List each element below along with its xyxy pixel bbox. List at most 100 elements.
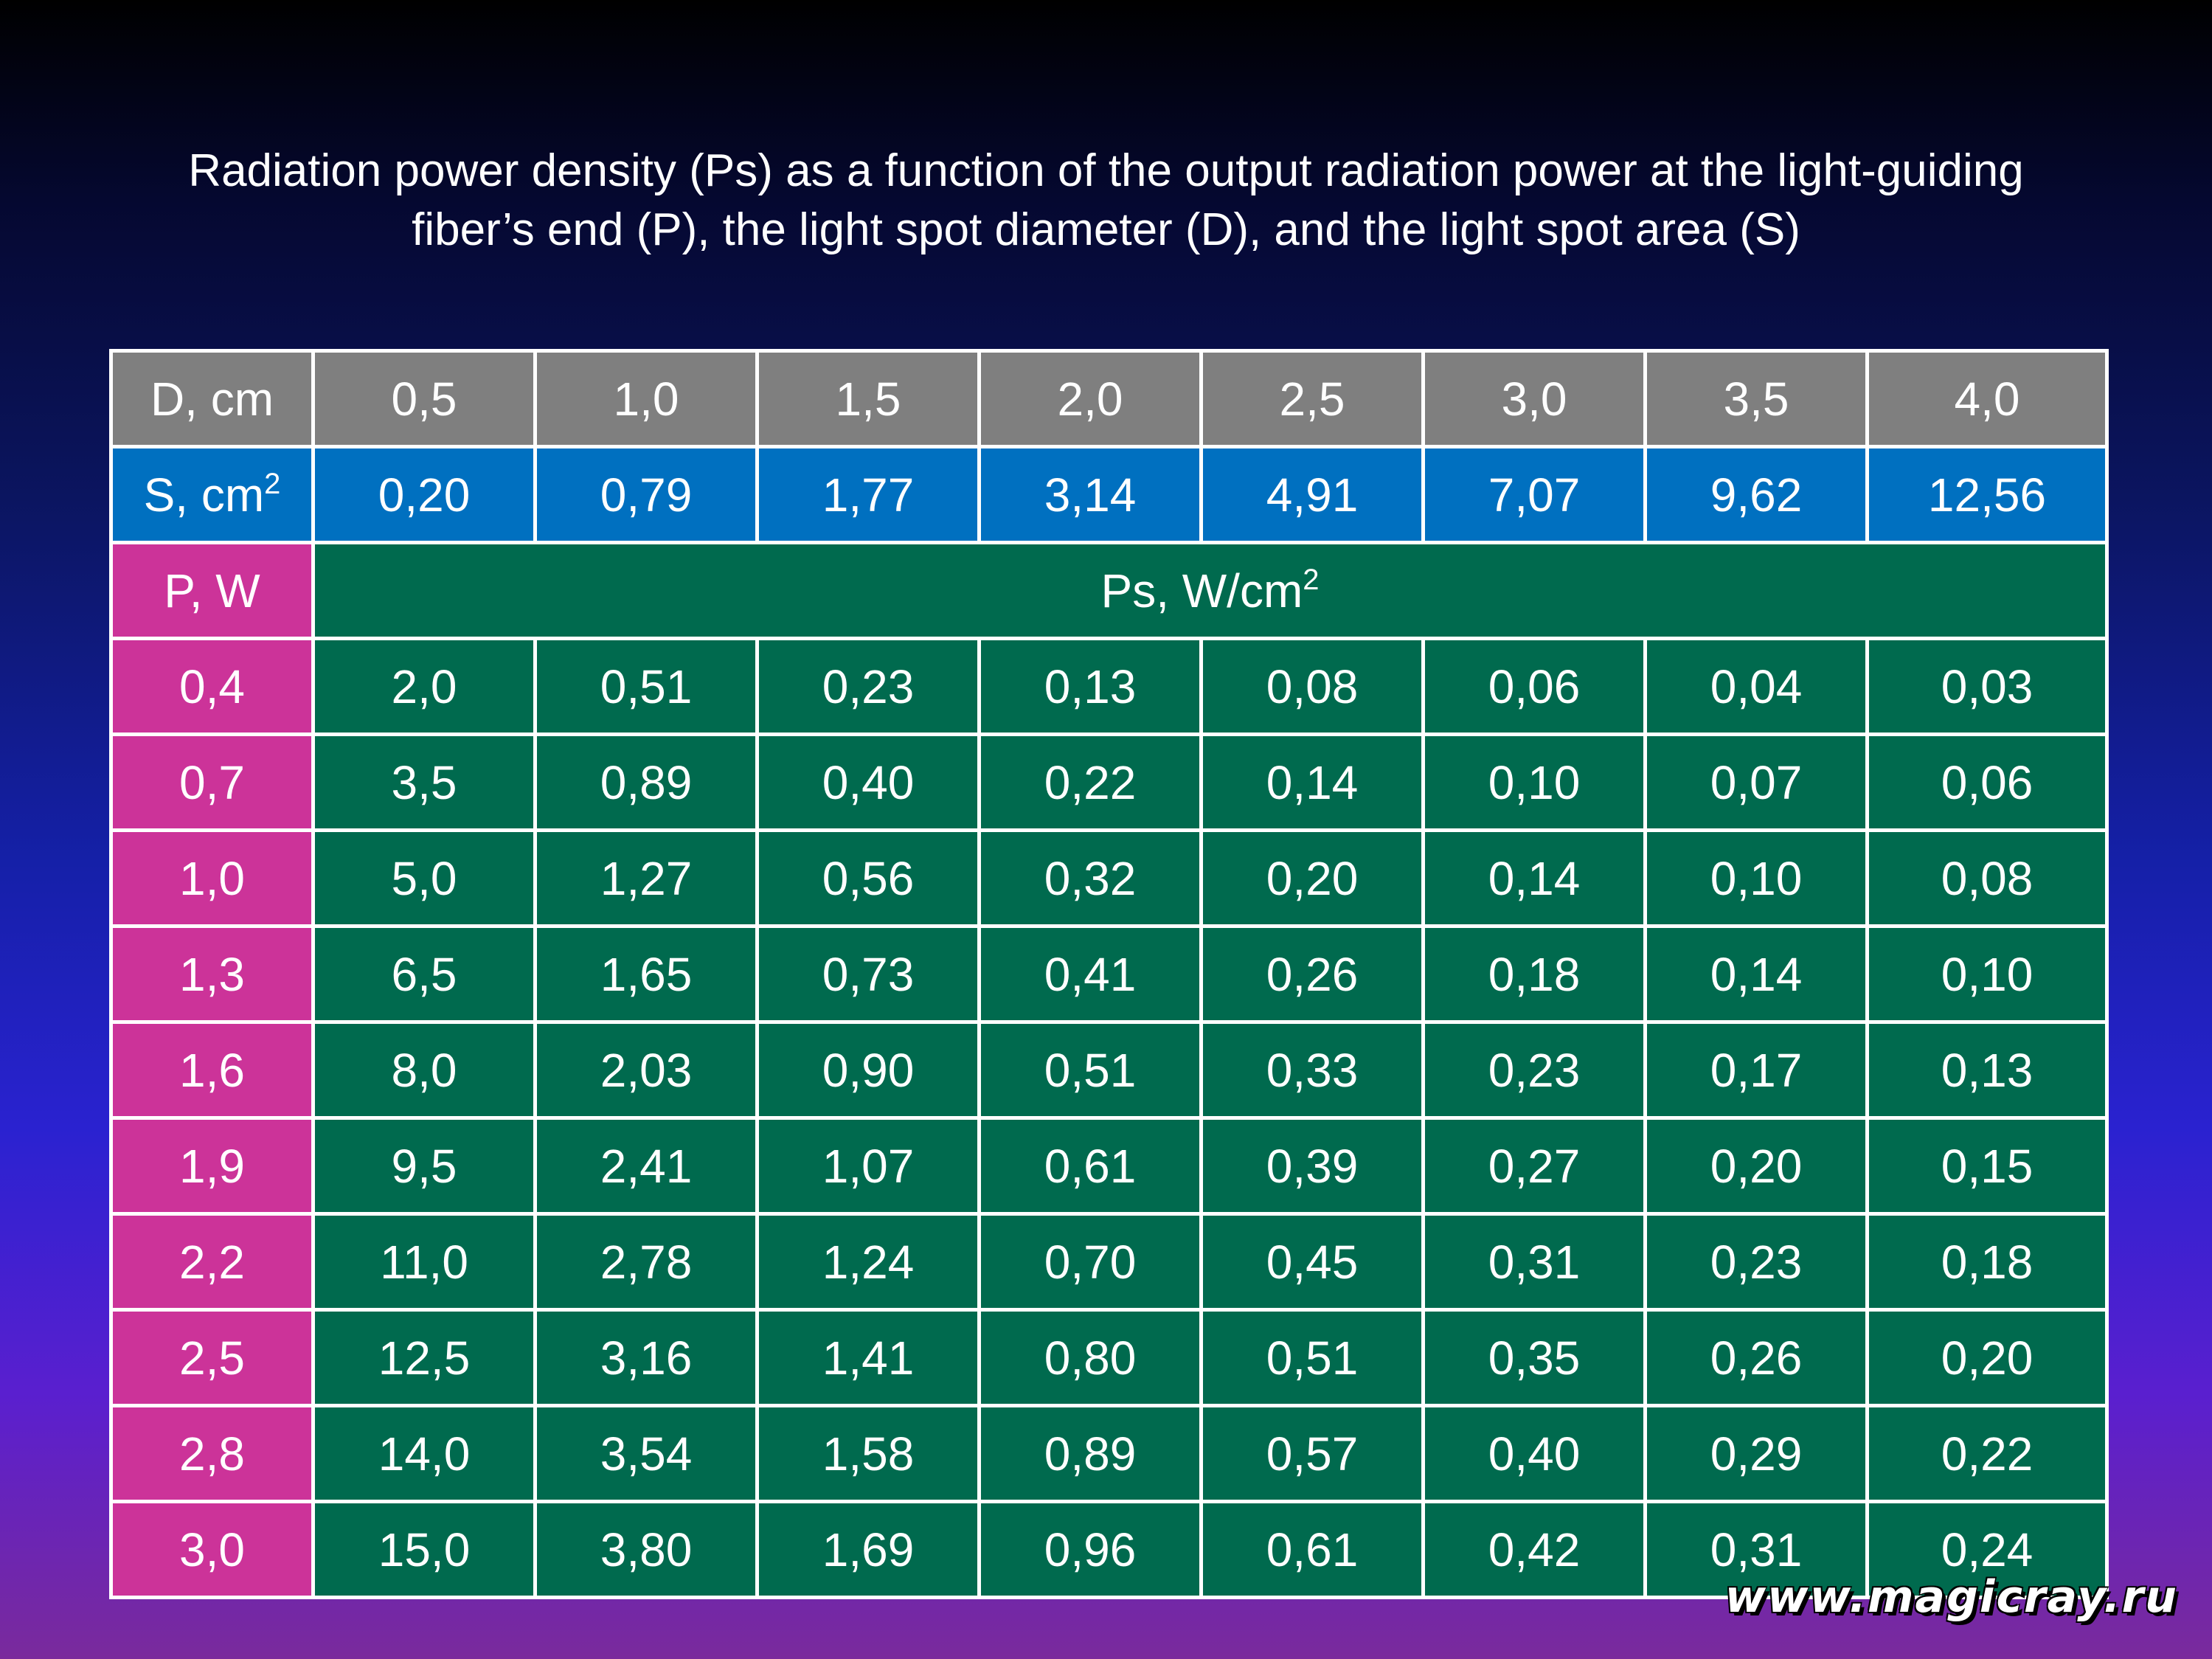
density-value: 0,27 [1421,1116,1647,1216]
density-value: 1,07 [755,1116,981,1216]
density-value: 0,51 [1199,1308,1425,1407]
density-value: 0,35 [1421,1308,1647,1407]
unit-row: P, W Ps, W/cm2 [109,541,2109,640]
density-value: 0,08 [1865,828,2109,928]
density-value: 0,15 [1865,1116,2109,1216]
density-value: 15,0 [311,1500,537,1599]
density-value: 0,20 [1199,828,1425,928]
density-value: 0,06 [1865,732,2109,832]
table-row: 1,6 8,0 2,03 0,90 0,51 0,33 0,23 0,17 0,13 [109,1020,2109,1120]
density-value: 0,20 [1865,1308,2109,1407]
density-value: 1,69 [755,1500,981,1599]
power-value: 0,4 [109,637,315,736]
density-value: 1,24 [755,1212,981,1312]
diameter-value: 0,5 [311,349,537,448]
density-value: 0,13 [1865,1020,2109,1120]
density-value: 0,89 [977,1404,1203,1503]
diameter-value: 1,5 [755,349,981,448]
density-value: 0,70 [977,1212,1203,1312]
power-value: 1,6 [109,1020,315,1120]
density-value: 0,10 [1643,828,1869,928]
density-value: 2,0 [311,637,537,736]
power-density-table: D, cm 0,5 1,0 1,5 2,0 2,5 3,0 3,5 4,0 S,… [109,349,2109,1599]
density-value: 5,0 [311,828,537,928]
diameter-value: 2,5 [1199,349,1425,448]
density-value: 0,73 [755,924,981,1024]
density-value: 0,14 [1199,732,1425,832]
density-value: 0,24 [1865,1500,2109,1599]
density-value: 2,41 [533,1116,759,1216]
density-value: 3,54 [533,1404,759,1503]
density-value: 0,57 [1199,1404,1425,1503]
density-value: 1,41 [755,1308,981,1407]
area-label: S, cm2 [109,445,315,544]
density-value: 0,90 [755,1020,981,1120]
power-value: 3,0 [109,1500,315,1599]
area-value: 3,14 [977,445,1203,544]
area-value: 1,77 [755,445,981,544]
area-value: 9,62 [1643,445,1869,544]
density-value: 0,96 [977,1500,1203,1599]
power-value: 1,9 [109,1116,315,1216]
density-value: 1,65 [533,924,759,1024]
density-value: 12,5 [311,1308,537,1407]
density-value: 0,22 [977,732,1203,832]
density-value: 0,26 [1643,1308,1869,1407]
density-value: 0,08 [1199,637,1425,736]
density-value: 0,51 [533,637,759,736]
power-value: 1,0 [109,828,315,928]
power-value: 2,2 [109,1212,315,1312]
power-value: 0,7 [109,732,315,832]
density-value: 0,32 [977,828,1203,928]
density-value: 0,51 [977,1020,1203,1120]
density-label: Ps, W/cm2 [311,541,2109,640]
density-value: 0,40 [1421,1404,1647,1503]
diameter-value: 2,0 [977,349,1203,448]
density-value: 0,06 [1421,637,1647,736]
table-row: 0,4 2,0 0,51 0,23 0,13 0,08 0,06 0,04 0,03 [109,637,2109,736]
table-row: 2,2 11,0 2,78 1,24 0,70 0,45 0,31 0,23 0,18 [109,1212,2109,1312]
density-value: 0,39 [1199,1116,1425,1216]
area-value: 4,91 [1199,445,1425,544]
density-value: 0,89 [533,732,759,832]
density-value: 0,31 [1643,1500,1869,1599]
power-value: 2,8 [109,1404,315,1503]
density-value: 0,22 [1865,1404,2109,1503]
density-value: 8,0 [311,1020,537,1120]
table-row: 1,9 9,5 2,41 1,07 0,61 0,39 0,27 0,20 0,15 [109,1116,2109,1216]
area-row: S, cm2 0,20 0,79 1,77 3,14 4,91 7,07 9,6… [109,445,2109,544]
density-value: 1,27 [533,828,759,928]
diameter-label: D, cm [109,349,315,448]
density-value: 11,0 [311,1212,537,1312]
area-value: 0,20 [311,445,537,544]
density-value: 0,10 [1865,924,2109,1024]
table-row: 2,5 12,5 3,16 1,41 0,80 0,51 0,35 0,26 0,20 [109,1308,2109,1407]
density-value: 0,18 [1421,924,1647,1024]
density-value: 0,31 [1421,1212,1647,1312]
density-value: 0,29 [1643,1404,1869,1503]
density-value: 0,14 [1643,924,1869,1024]
title-line-2: fiber’s end (P), the light spot diameter… [412,204,1800,255]
density-value: 0,33 [1199,1020,1425,1120]
density-value: 1,58 [755,1404,981,1503]
density-value: 0,03 [1865,637,2109,736]
density-value: 0,20 [1643,1116,1869,1216]
slide-title: Radiation power density (Ps) as a functi… [0,142,2212,260]
power-value: 2,5 [109,1308,315,1407]
area-label-text: S, cm [143,468,265,522]
table-row: 0,7 3,5 0,89 0,40 0,22 0,14 0,10 0,07 0,06 [109,732,2109,832]
density-value: 0,13 [977,637,1203,736]
density-label-text: Ps, W/cm [1100,564,1303,617]
density-value: 0,18 [1865,1212,2109,1312]
density-value: 2,78 [533,1212,759,1312]
density-value: 0,61 [1199,1500,1425,1599]
density-label-exponent: 2 [1303,563,1320,596]
area-value: 0,79 [533,445,759,544]
density-value: 0,17 [1643,1020,1869,1120]
title-line-1: Radiation power density (Ps) as a functi… [188,145,2024,196]
diameter-value: 3,0 [1421,349,1647,448]
density-value: 0,23 [1421,1020,1647,1120]
density-value: 0,41 [977,924,1203,1024]
diameter-value: 4,0 [1865,349,2109,448]
diameter-row: D, cm 0,5 1,0 1,5 2,0 2,5 3,0 3,5 4,0 [109,349,2109,448]
